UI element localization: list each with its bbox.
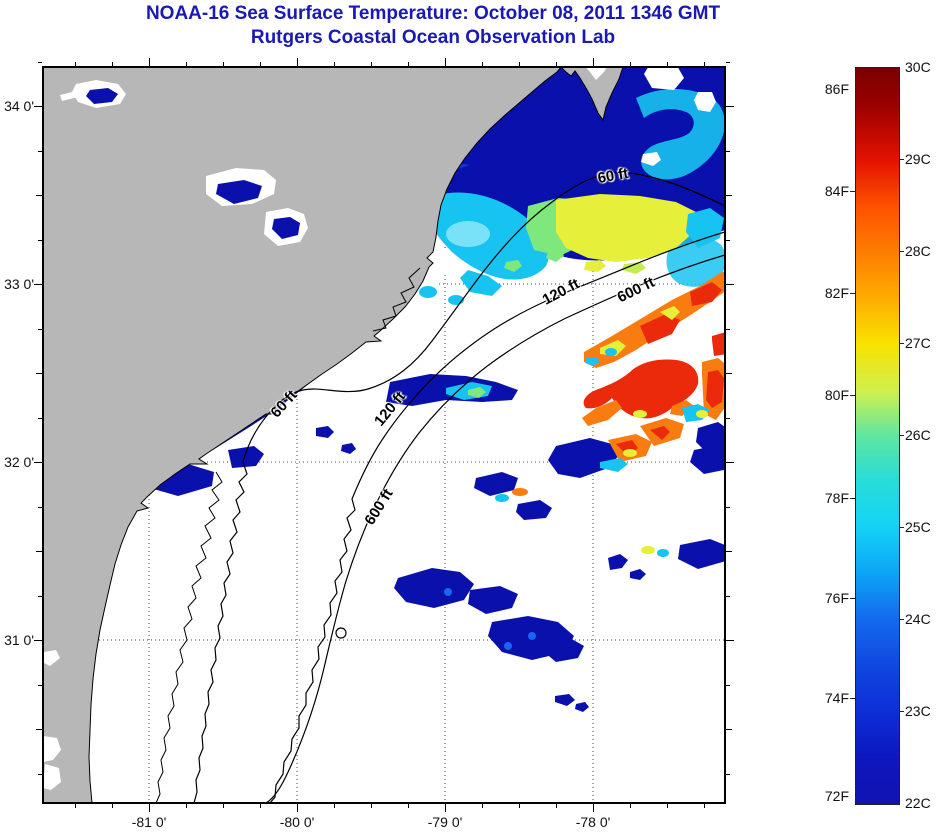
colorbar-c-label: 23C — [905, 703, 931, 719]
thermal-front-band — [474, 404, 725, 520]
cyan-eddy-blob — [666, 235, 725, 287]
plot-frame — [42, 66, 726, 804]
page-title: NOAA-16 Sea Surface Temperature: October… — [145, 3, 721, 24]
river-mouth — [586, 67, 607, 80]
lake2-water — [216, 180, 262, 204]
green-speck-a — [546, 250, 564, 262]
lon-tick-label: -78 0' — [575, 814, 611, 830]
contour-60ft — [193, 171, 725, 803]
inland-white-b — [43, 736, 61, 762]
lake1-water — [86, 88, 118, 104]
colorbar — [855, 67, 900, 805]
lat-tick-label: 34 0' — [4, 98, 34, 114]
lon-tick-label: -81 0' — [131, 814, 167, 830]
colorbar-c-label: 22C — [905, 795, 931, 811]
lat-tick-label: 32 0' — [4, 454, 34, 470]
colorbar-f-label: 80F — [824, 387, 849, 404]
inland-white-a — [43, 650, 60, 666]
pale-cyan-core — [446, 221, 490, 247]
lat-tick-label: 33 0' — [4, 276, 34, 292]
depth-contours — [155, 171, 725, 803]
yellow-band — [556, 194, 696, 262]
lon-tick-label: -80 0' — [279, 814, 315, 830]
land — [43, 67, 624, 803]
contour-120ft — [269, 231, 725, 803]
colorbar-c-label: 29C — [905, 151, 931, 167]
cyan-speck-a — [419, 286, 437, 298]
lake3-water — [272, 217, 300, 239]
closed-contour-circle — [335, 627, 347, 639]
marsh-scribble — [155, 471, 223, 803]
cloud-hole-c — [641, 152, 661, 166]
streak-green-bit — [468, 387, 486, 398]
colorbar-c-label: 24C — [905, 611, 931, 627]
green-speck-b — [504, 260, 522, 272]
inland-white-c — [43, 764, 61, 790]
navy-scatter — [86, 416, 725, 712]
colorbar-c-label: 26C — [905, 427, 931, 443]
colorbar-f-label: 78F — [824, 489, 849, 506]
yellow-green-speck — [622, 262, 646, 274]
page-subtitle: Rutgers Coastal Ocean Observation Lab — [250, 27, 616, 48]
lat-tick-label: 31 0' — [4, 632, 34, 648]
cloud-hole-b — [694, 92, 716, 112]
land-mass — [43, 67, 624, 803]
inlet-scribble — [372, 267, 421, 332]
colorbar-c-label: 25C — [905, 519, 931, 535]
cyan-right-edge — [686, 208, 724, 248]
contour-600ft — [265, 254, 725, 803]
colorbar-f-label: 86F — [824, 81, 849, 98]
colorbar-f-label: 84F — [824, 183, 849, 200]
colorbar-c-label: 27C — [905, 335, 931, 351]
colorbar-f-label: 82F — [824, 284, 849, 301]
yellow-speck — [584, 260, 606, 272]
colorbar-f-label: 74F — [824, 689, 849, 706]
gulf-stream-band — [584, 271, 725, 420]
colorbar-f-label: 76F — [824, 589, 849, 606]
colorbar-f-label: 72F — [824, 787, 849, 804]
cloud-hole-a — [644, 67, 684, 90]
colorbar-c-label: 30C — [905, 59, 931, 75]
lon-tick-label: -79 0' — [427, 814, 463, 830]
colorbar-c-label: 28C — [905, 243, 931, 259]
